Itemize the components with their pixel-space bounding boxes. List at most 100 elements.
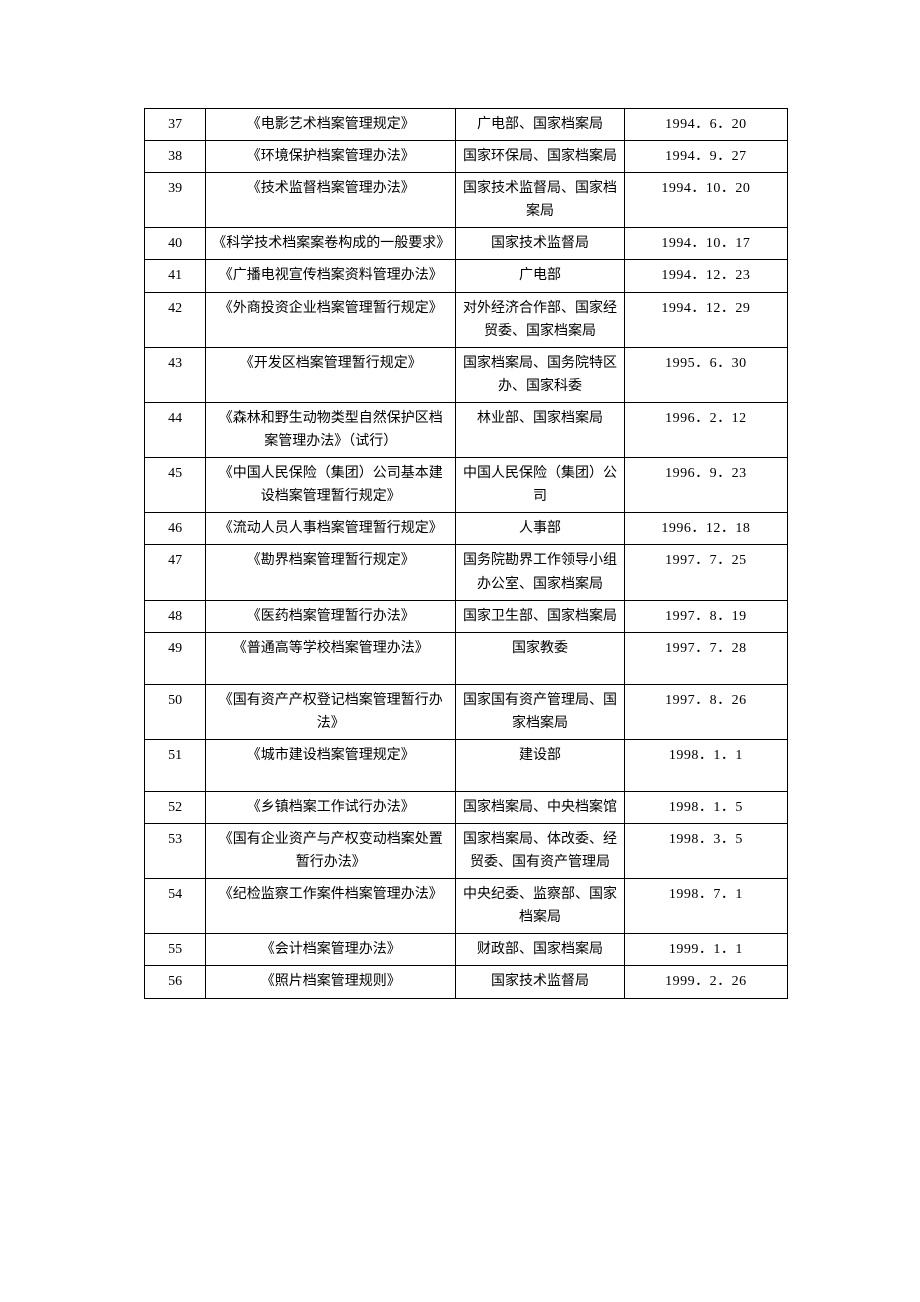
row-title: 《城市建设档案管理规定》 <box>206 739 456 791</box>
row-date: 1996．9．23 <box>624 458 787 513</box>
row-title: 《广播电视宣传档案资料管理办法》 <box>206 260 456 292</box>
row-number: 37 <box>145 109 206 141</box>
regulations-table: 37《电影艺术档案管理规定》广电部、国家档案局1994．6．2038《环境保护档… <box>144 108 788 999</box>
row-number: 51 <box>145 739 206 791</box>
row-organization: 国家技术监督局、国家档案局 <box>456 173 624 228</box>
row-organization: 国家档案局、中央档案馆 <box>456 791 624 823</box>
row-organization: 建设部 <box>456 739 624 791</box>
row-number: 55 <box>145 934 206 966</box>
row-date: 1996．12．18 <box>624 513 787 545</box>
table-row: 39《技术监督档案管理办法》国家技术监督局、国家档案局1994．10．20 <box>145 173 788 228</box>
row-title: 《纪检监察工作案件档案管理办法》 <box>206 879 456 934</box>
row-number: 42 <box>145 292 206 347</box>
table-row: 48《医药档案管理暂行办法》国家卫生部、国家档案局1997．8．19 <box>145 600 788 632</box>
table-row: 56《照片档案管理规则》国家技术监督局1999．2．26 <box>145 966 788 998</box>
row-title: 《会计档案管理办法》 <box>206 934 456 966</box>
table-row: 41《广播电视宣传档案资料管理办法》广电部1994．12．23 <box>145 260 788 292</box>
row-title: 《乡镇档案工作试行办法》 <box>206 791 456 823</box>
row-title: 《医药档案管理暂行办法》 <box>206 600 456 632</box>
row-organization: 国家档案局、体改委、经贸委、国有资产管理局 <box>456 823 624 878</box>
row-number: 40 <box>145 228 206 260</box>
row-title: 《流动人员人事档案管理暂行规定》 <box>206 513 456 545</box>
row-date: 1997．8．19 <box>624 600 787 632</box>
table-row: 38《环境保护档案管理办法》国家环保局、国家档案局1994．9．27 <box>145 141 788 173</box>
row-date: 1999．2．26 <box>624 966 787 998</box>
table-row: 47《勘界档案管理暂行规定》国务院勘界工作领导小组办公室、国家档案局1997．7… <box>145 545 788 600</box>
row-number: 46 <box>145 513 206 545</box>
row-title: 《技术监督档案管理办法》 <box>206 173 456 228</box>
row-organization: 广电部、国家档案局 <box>456 109 624 141</box>
row-title: 《国有资产产权登记档案管理暂行办法》 <box>206 684 456 739</box>
row-title: 《中国人民保险（集团）公司基本建设档案管理暂行规定》 <box>206 458 456 513</box>
row-date: 1997．8．26 <box>624 684 787 739</box>
row-number: 50 <box>145 684 206 739</box>
row-number: 41 <box>145 260 206 292</box>
row-date: 1994．10．20 <box>624 173 787 228</box>
row-number: 48 <box>145 600 206 632</box>
row-date: 1998．1．1 <box>624 739 787 791</box>
row-title: 《普通高等学校档案管理办法》 <box>206 632 456 684</box>
row-title: 《外商投资企业档案管理暂行规定》 <box>206 292 456 347</box>
row-title: 《科学技术档案案卷构成的一般要求》 <box>206 228 456 260</box>
row-date: 1994．6．20 <box>624 109 787 141</box>
row-number: 44 <box>145 402 206 457</box>
row-number: 39 <box>145 173 206 228</box>
row-date: 1999．1．1 <box>624 934 787 966</box>
row-date: 1997．7．28 <box>624 632 787 684</box>
row-date: 1994．10．17 <box>624 228 787 260</box>
row-organization: 国务院勘界工作领导小组办公室、国家档案局 <box>456 545 624 600</box>
table-row: 51《城市建设档案管理规定》建设部1998．1．1 <box>145 739 788 791</box>
row-title: 《环境保护档案管理办法》 <box>206 141 456 173</box>
row-organization: 国家卫生部、国家档案局 <box>456 600 624 632</box>
row-date: 1996．2．12 <box>624 402 787 457</box>
table-row: 43《开发区档案管理暂行规定》国家档案局、国务院特区办、国家科委1995．6．3… <box>145 347 788 402</box>
row-organization: 广电部 <box>456 260 624 292</box>
row-title: 《电影艺术档案管理规定》 <box>206 109 456 141</box>
row-title: 《国有企业资产与产权变动档案处置暂行办法》 <box>206 823 456 878</box>
table-row: 37《电影艺术档案管理规定》广电部、国家档案局1994．6．20 <box>145 109 788 141</box>
row-organization: 国家教委 <box>456 632 624 684</box>
row-number: 45 <box>145 458 206 513</box>
row-organization: 国家技术监督局 <box>456 966 624 998</box>
row-organization: 中国人民保险（集团）公司 <box>456 458 624 513</box>
row-date: 1994．12．29 <box>624 292 787 347</box>
row-number: 47 <box>145 545 206 600</box>
row-date: 1998．1．5 <box>624 791 787 823</box>
table-row: 53《国有企业资产与产权变动档案处置暂行办法》国家档案局、体改委、经贸委、国有资… <box>145 823 788 878</box>
row-date: 1995．6．30 <box>624 347 787 402</box>
row-title: 《勘界档案管理暂行规定》 <box>206 545 456 600</box>
table-row: 50《国有资产产权登记档案管理暂行办法》国家国有资产管理局、国家档案局1997．… <box>145 684 788 739</box>
row-title: 《森林和野生动物类型自然保护区档案管理办法》（试行） <box>206 402 456 457</box>
row-number: 43 <box>145 347 206 402</box>
row-title: 《开发区档案管理暂行规定》 <box>206 347 456 402</box>
table-row: 40《科学技术档案案卷构成的一般要求》国家技术监督局1994．10．17 <box>145 228 788 260</box>
table-row: 49《普通高等学校档案管理办法》国家教委1997．7．28 <box>145 632 788 684</box>
row-number: 49 <box>145 632 206 684</box>
row-organization: 中央纪委、监察部、国家档案局 <box>456 879 624 934</box>
table-body: 37《电影艺术档案管理规定》广电部、国家档案局1994．6．2038《环境保护档… <box>145 109 788 999</box>
row-organization: 国家环保局、国家档案局 <box>456 141 624 173</box>
row-organization: 国家档案局、国务院特区办、国家科委 <box>456 347 624 402</box>
row-number: 38 <box>145 141 206 173</box>
table-row: 55《会计档案管理办法》财政部、国家档案局1999．1．1 <box>145 934 788 966</box>
table-row: 44《森林和野生动物类型自然保护区档案管理办法》（试行）林业部、国家档案局199… <box>145 402 788 457</box>
table-row: 54《纪检监察工作案件档案管理办法》中央纪委、监察部、国家档案局1998．7．1 <box>145 879 788 934</box>
row-date: 1998．3．5 <box>624 823 787 878</box>
row-organization: 国家国有资产管理局、国家档案局 <box>456 684 624 739</box>
row-date: 1994．12．23 <box>624 260 787 292</box>
table-row: 42《外商投资企业档案管理暂行规定》对外经济合作部、国家经贸委、国家档案局199… <box>145 292 788 347</box>
row-date: 1998．7．1 <box>624 879 787 934</box>
table-row: 45《中国人民保险（集团）公司基本建设档案管理暂行规定》中国人民保险（集团）公司… <box>145 458 788 513</box>
row-organization: 林业部、国家档案局 <box>456 402 624 457</box>
row-organization: 财政部、国家档案局 <box>456 934 624 966</box>
row-organization: 对外经济合作部、国家经贸委、国家档案局 <box>456 292 624 347</box>
row-number: 53 <box>145 823 206 878</box>
row-number: 54 <box>145 879 206 934</box>
row-title: 《照片档案管理规则》 <box>206 966 456 998</box>
table-row: 52《乡镇档案工作试行办法》国家档案局、中央档案馆1998．1．5 <box>145 791 788 823</box>
row-date: 1994．9．27 <box>624 141 787 173</box>
row-date: 1997．7．25 <box>624 545 787 600</box>
row-organization: 国家技术监督局 <box>456 228 624 260</box>
row-organization: 人事部 <box>456 513 624 545</box>
row-number: 56 <box>145 966 206 998</box>
